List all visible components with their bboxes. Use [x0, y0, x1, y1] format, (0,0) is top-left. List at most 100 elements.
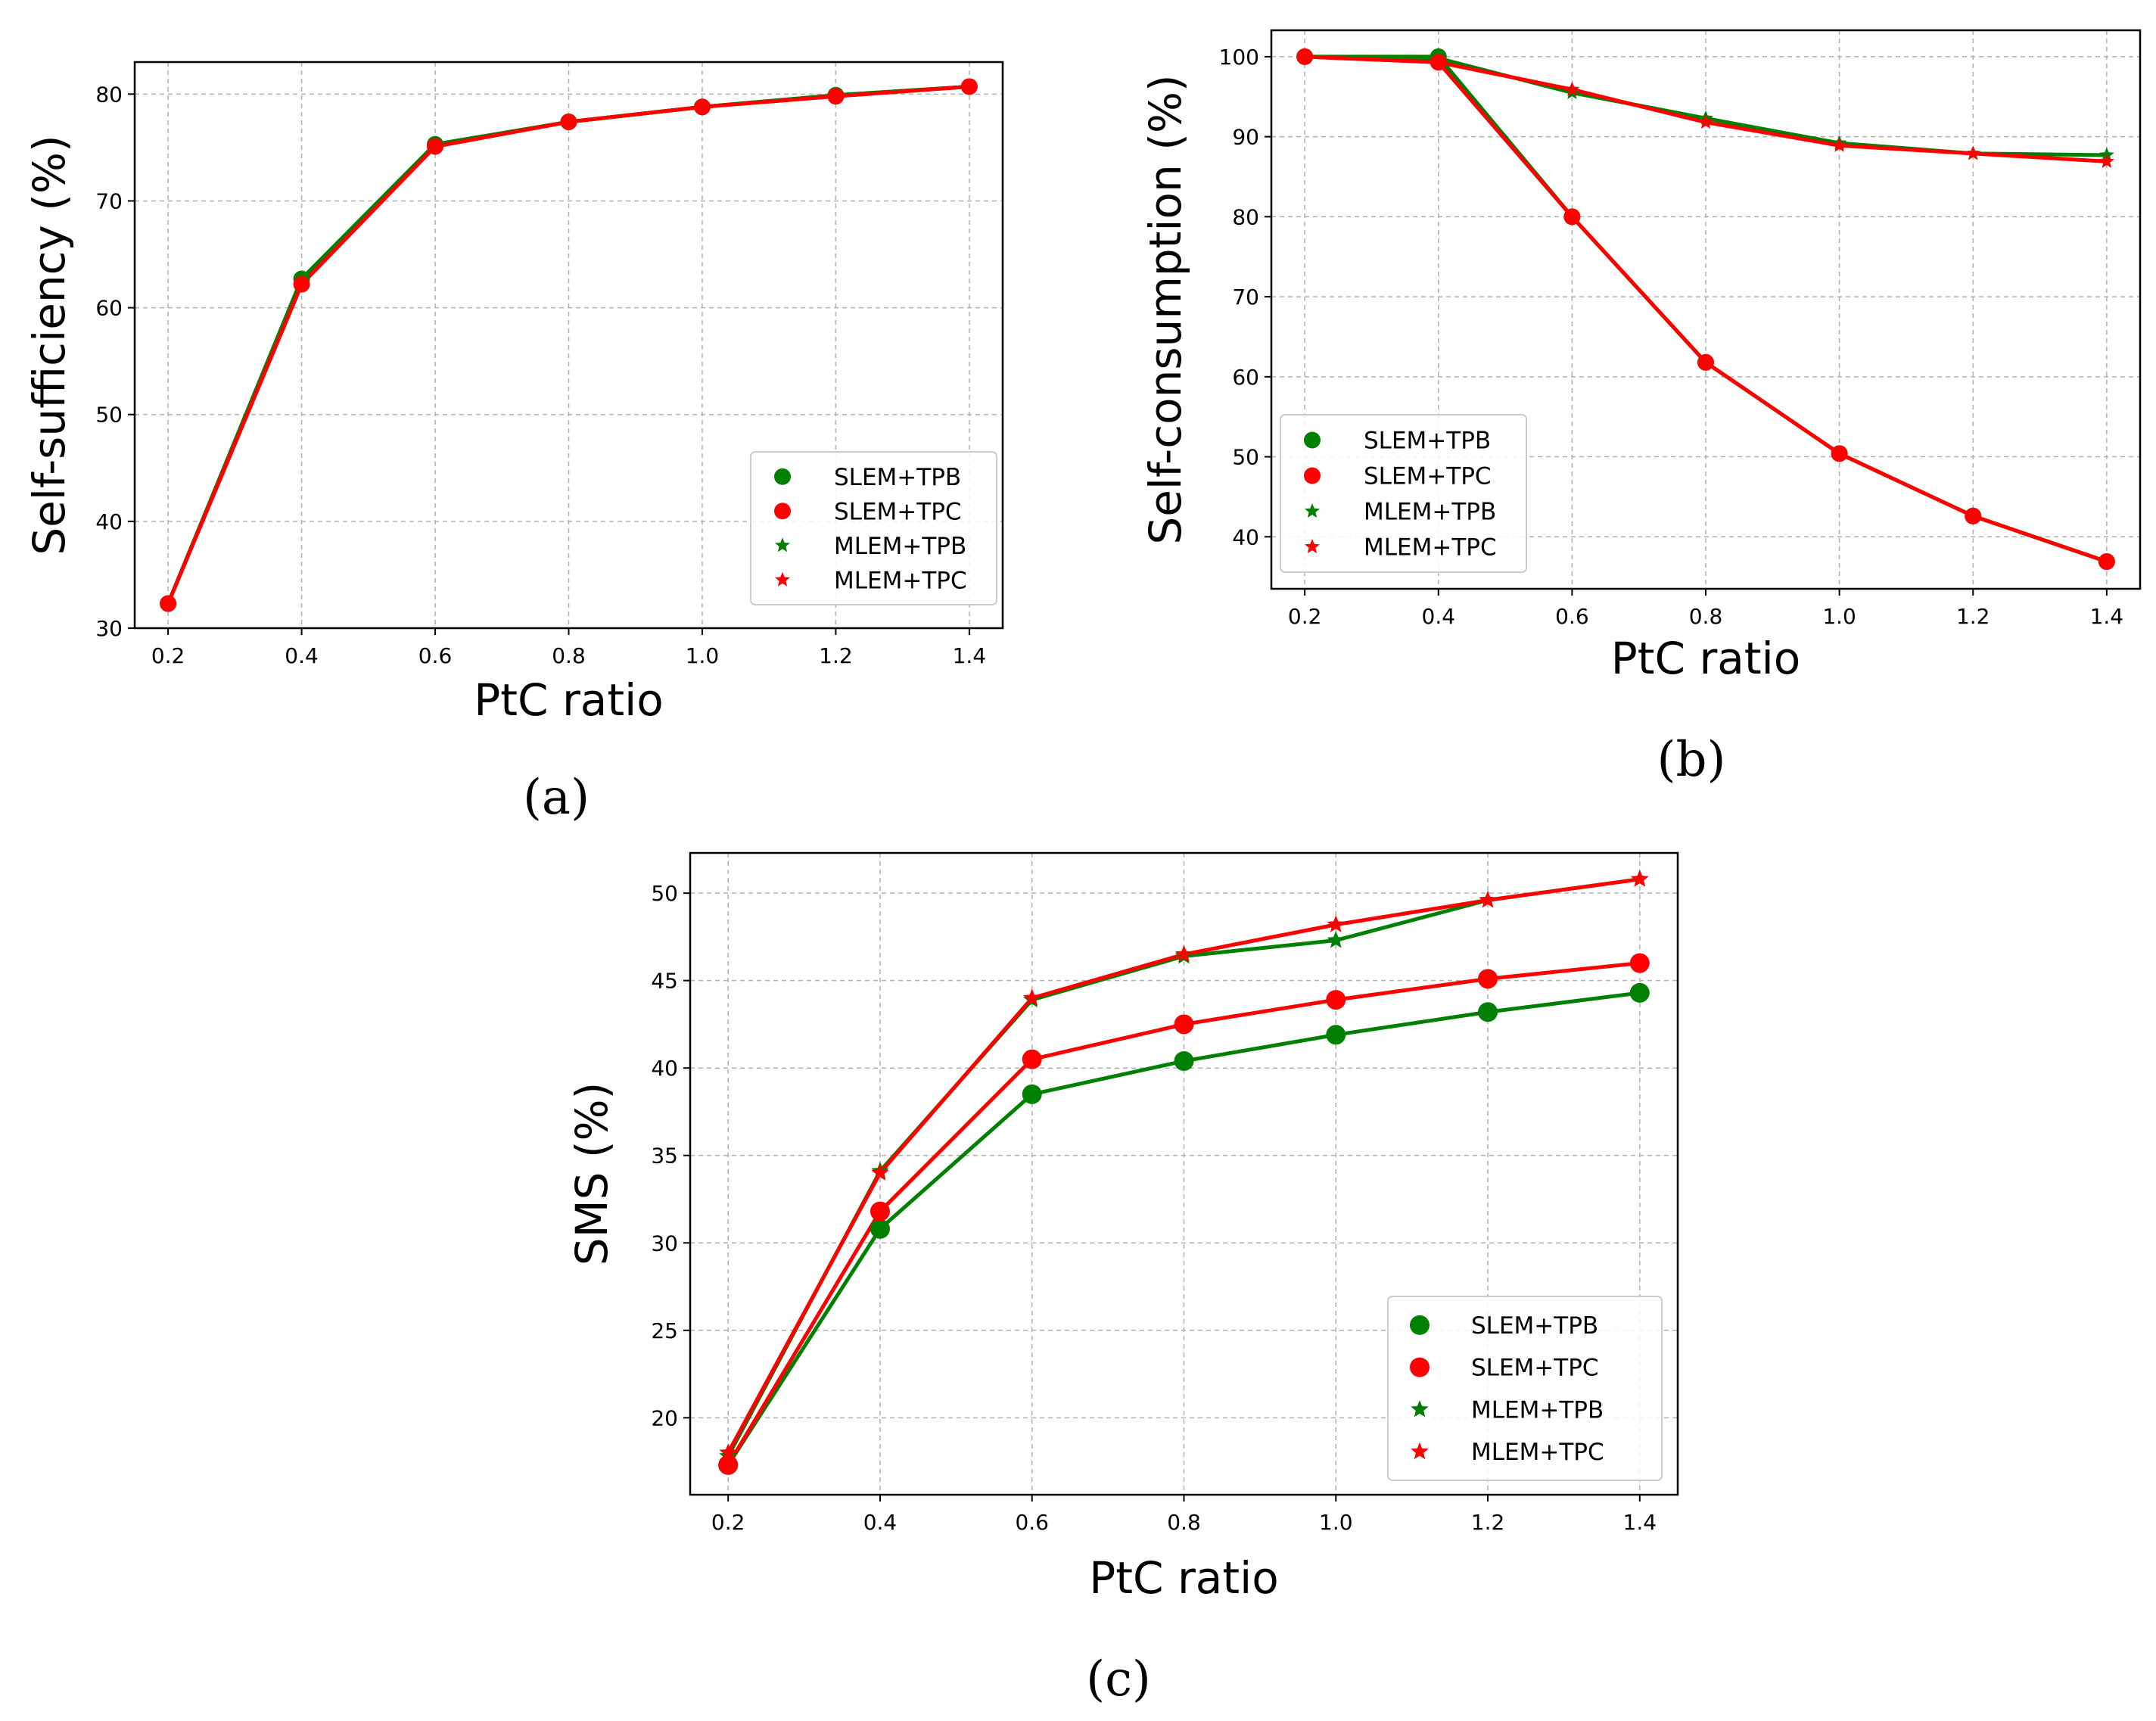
data-point-slem-tpc — [827, 88, 845, 105]
legend-label: MLEM+TPC — [834, 567, 967, 594]
legend-label: MLEM+TPB — [1364, 499, 1496, 526]
data-point-slem-tpc — [1697, 353, 1714, 371]
panel-caption: (c) — [1086, 1651, 1151, 1707]
data-point-slem-tpc — [1326, 990, 1346, 1010]
legend-label: SLEM+TPC — [834, 498, 962, 525]
x-tick-label: 1.0 — [686, 643, 720, 668]
data-point-mlem-tpb — [1327, 931, 1346, 948]
legend-label: MLEM+TPB — [834, 533, 966, 560]
y-tick-label: 45 — [651, 969, 678, 994]
data-point-slem-tpc — [718, 1455, 739, 1475]
legend-box — [750, 451, 997, 605]
x-tick-label: 1.4 — [953, 643, 987, 668]
data-point-mlem-tpc — [871, 1163, 889, 1181]
plot-frame — [133, 61, 1004, 630]
y-tick-label: 70 — [1232, 285, 1259, 310]
legend-marker — [1411, 1400, 1429, 1418]
legend-label: MLEM+TPC — [1471, 1439, 1604, 1466]
y-tick-label: 60 — [95, 296, 123, 321]
data-point-slem-tpb — [1629, 982, 1650, 1003]
data-point-slem-tpb — [1478, 1002, 1498, 1022]
x-tick-label: 0.8 — [1689, 604, 1723, 629]
data-point-slem-tpc — [1430, 54, 1447, 71]
legend-marker — [1304, 431, 1321, 449]
y-tick-label: 90 — [1232, 125, 1259, 150]
y-axis-label: Self-sufficiency (%) — [23, 135, 75, 555]
y-tick-label: 100 — [1219, 45, 1259, 70]
x-tick-label: 0.8 — [552, 643, 586, 668]
legend-label: MLEM+TPC — [1364, 534, 1497, 562]
y-tick-label: 20 — [651, 1405, 678, 1430]
data-point-mlem-tpc — [1965, 145, 1981, 160]
data-point-slem-tpc — [293, 275, 310, 293]
legend-marker — [1305, 539, 1320, 553]
data-point-slem-tpc — [1563, 208, 1581, 226]
legend-label: SLEM+TPB — [1471, 1312, 1598, 1340]
chart-b: 0.2 0.4 0.6 0.8 1.0 1.2 1.4 40 50 60 70 80 90 100 PtC … — [1140, 29, 2142, 788]
x-tick-label: 1.2 — [1471, 1510, 1505, 1535]
x-tick-label: 0.8 — [1167, 1510, 1201, 1535]
y-tick-label: 50 — [651, 881, 678, 906]
legend-marker — [1410, 1357, 1430, 1377]
legend-marker — [1304, 467, 1321, 484]
data-point-slem-tpb — [870, 1218, 890, 1239]
data-point-slem-tpb — [1326, 1025, 1346, 1045]
legend-marker — [774, 468, 791, 485]
data-point-slem-tpc — [427, 138, 444, 155]
data-point-slem-tpc — [1478, 969, 1498, 989]
x-tick-label: 1.0 — [1822, 604, 1856, 629]
x-tick-label: 1.4 — [2090, 604, 2124, 629]
x-tick-label: 1.2 — [819, 643, 853, 668]
y-axis-label: Self-consumption (%) — [1140, 74, 1191, 544]
y-tick-label: 40 — [95, 509, 123, 534]
data-point-mlem-tpc — [1174, 945, 1193, 963]
x-axis-label: PtC ratio — [1089, 1552, 1278, 1604]
data-point-slem-tpc — [2098, 553, 2115, 571]
plot-frame — [689, 851, 1679, 1496]
y-tick-label: 50 — [1232, 445, 1259, 470]
y-tick-label: 30 — [95, 616, 123, 641]
x-tick-label: 1.2 — [1956, 604, 1990, 629]
data-point-slem-tpb — [1174, 1050, 1194, 1071]
y-tick-label: 70 — [95, 188, 123, 213]
y-tick-label: 80 — [95, 82, 123, 107]
chart-a: 0.2 0.4 0.6 0.8 1.0 1.2 1.4 30 40 50 60 70 80 PtC rat… — [23, 61, 1004, 826]
legend-marker — [774, 503, 791, 520]
data-point-slem-tpc — [960, 78, 978, 95]
data-point-slem-tpc — [1022, 1049, 1042, 1069]
x-tick-label: 0.6 — [1555, 604, 1589, 629]
legend-marker — [1411, 1442, 1429, 1460]
data-point-slem-tpc — [870, 1201, 890, 1222]
data-point-mlem-tpc — [1831, 137, 1847, 152]
y-tick-label: 50 — [95, 403, 123, 428]
x-tick-label: 0.2 — [151, 643, 185, 668]
data-point-slem-tpc — [1174, 1014, 1194, 1035]
x-tick-label: 0.6 — [1015, 1510, 1049, 1535]
plot-frame — [1270, 29, 2142, 590]
legend-label: SLEM+TPB — [834, 464, 961, 491]
data-point-mlem-tpc — [1564, 81, 1580, 96]
x-tick-label: 1.0 — [1319, 1510, 1353, 1535]
legend-marker — [1410, 1315, 1430, 1335]
legend-marker — [775, 571, 790, 587]
y-tick-label: 40 — [651, 1056, 678, 1081]
legend: SLEM+TPB SLEM+TPC MLEM+TPB MLEM+TPC — [1387, 1296, 1663, 1481]
x-tick-label: 0.2 — [1288, 604, 1322, 629]
data-point-slem-tpc — [1629, 953, 1650, 973]
x-tick-label: 0.4 — [285, 643, 319, 668]
data-point-mlem-tpc — [1631, 870, 1649, 887]
data-point-slem-tpc — [1296, 48, 1314, 65]
data-point-mlem-tpc — [1022, 988, 1041, 1006]
legend-box — [1387, 1296, 1663, 1481]
chart-c: 0.2 0.4 0.6 0.8 1.0 1.2 1.4 20 25 30 35 40 45 50 PtC r… — [566, 851, 1679, 1707]
legend-box — [1280, 414, 1527, 573]
x-tick-label: 1.4 — [1623, 1510, 1657, 1535]
x-axis-label: PtC ratio — [474, 674, 663, 726]
legend-marker — [1305, 503, 1320, 518]
x-axis-label: PtC ratio — [1611, 633, 1800, 684]
x-tick-label: 0.4 — [1422, 604, 1456, 629]
y-tick-label: 25 — [651, 1318, 678, 1343]
data-point-slem-tpc — [560, 114, 577, 131]
y-tick-label: 40 — [1232, 524, 1259, 549]
